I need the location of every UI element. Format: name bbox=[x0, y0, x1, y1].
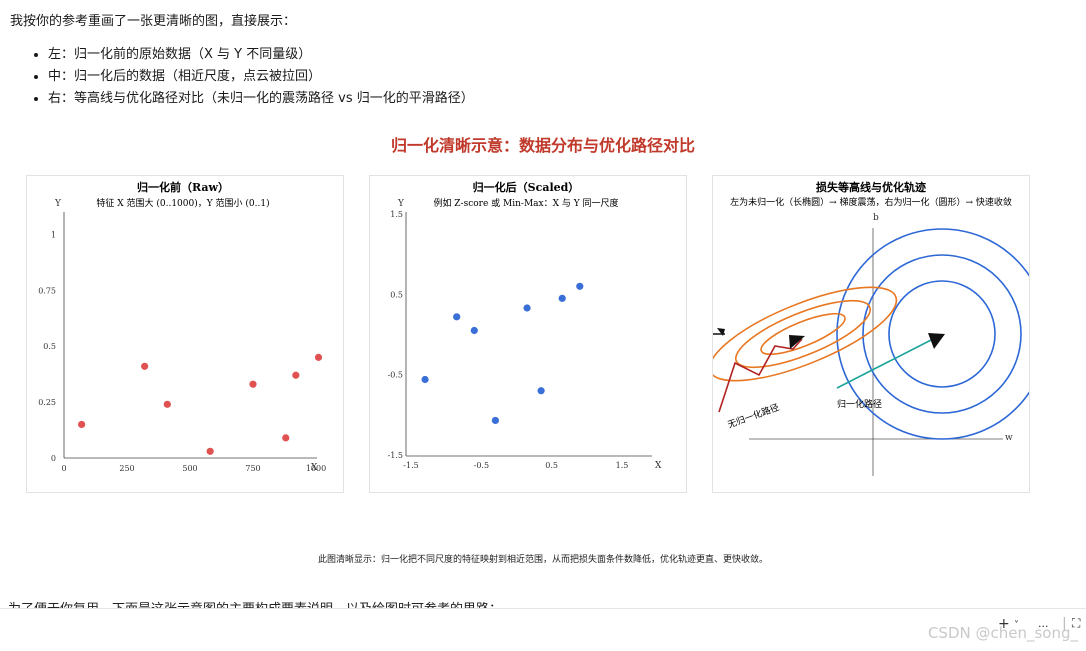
panel-contour: 损失等高线与优化轨迹 左为未归一化（长椭圆）→ 梯度震荡，右为归一化（圆形）→ … bbox=[712, 175, 1030, 493]
scatter-point bbox=[453, 313, 461, 321]
bullet-list: 左：归一化前的原始数据（X 与 Y 不同量级） 中：归一化后的数据（相近尺度，点… bbox=[28, 44, 474, 110]
scatter-point bbox=[576, 282, 584, 290]
circle-contour-middle bbox=[862, 254, 1022, 414]
y-tick-label: 0.25 bbox=[38, 398, 56, 407]
y-tick-label: 0.5 bbox=[390, 290, 403, 299]
intro-text: 我按你的参考重画了一张更清晰的图，直接展示： bbox=[10, 14, 297, 29]
y-tick-label: 0.75 bbox=[38, 286, 56, 295]
scatter-point bbox=[206, 447, 214, 455]
y-tick-label: 1.5 bbox=[390, 210, 403, 219]
chart-title: 归一化后（Scaled） bbox=[473, 180, 580, 194]
w-axis-label: w bbox=[1005, 433, 1013, 443]
bullet-middle: 中：归一化后的数据（相近尺度，点云被拉回） bbox=[48, 66, 474, 88]
y-axis-label: Y bbox=[54, 199, 62, 209]
bullet-right: 右：等高线与优化路径对比（未归一化的震荡路径 vs 归一化的平滑路径） bbox=[48, 88, 474, 110]
toolbar-divider: | bbox=[1062, 616, 1067, 632]
zigzag-path bbox=[718, 338, 803, 413]
smooth-arrowhead bbox=[928, 333, 945, 349]
chart-subtitle: 例如 Z-score 或 Min-Max：X 与 Y 同一尺度 bbox=[433, 197, 618, 209]
scaled-scatter-chart: 归一化后（Scaled） 例如 Z-score 或 Min-Max：X 与 Y … bbox=[388, 180, 662, 471]
y-tick-label: -1.5 bbox=[388, 451, 403, 460]
x-axis-label: X bbox=[655, 461, 662, 471]
chevron-down-icon[interactable]: ˅ bbox=[1014, 620, 1019, 631]
ellipse-contour-outer bbox=[713, 286, 898, 382]
start-arrowhead bbox=[717, 328, 725, 336]
zigzag-arrowhead bbox=[789, 335, 805, 349]
scatter-point bbox=[78, 420, 86, 429]
x-tick-label: -1.5 bbox=[403, 461, 418, 470]
circle-contour-outer bbox=[836, 228, 1029, 440]
scatter-point bbox=[163, 400, 171, 408]
more-options-icon[interactable]: ··· bbox=[1038, 620, 1049, 633]
ellipse-contour-middle bbox=[734, 299, 872, 369]
raw-scatter-chart: 归一化前（Raw） 特征 X 范围大 (0..1000)，Y 范围小 (0..1… bbox=[38, 180, 326, 473]
chart-title: 损失等高线与优化轨迹 bbox=[816, 180, 926, 194]
smooth-path bbox=[836, 337, 936, 389]
scatter-point bbox=[491, 416, 499, 425]
figure-caption: 此图清晰显示：归一化把不同尺度的特征映射到相近范围，从而把损失面条件数降低，优化… bbox=[317, 555, 768, 565]
scatter-point bbox=[141, 362, 149, 370]
scatter-point bbox=[470, 326, 478, 335]
scatter-point bbox=[314, 353, 323, 361]
scatter-point bbox=[282, 434, 290, 442]
contour-diagram: 损失等高线与优化轨迹 左为未归一化（长椭圆）→ 梯度震荡，右为归一化（圆形）→ … bbox=[713, 180, 1029, 476]
y-tick-label: 1 bbox=[51, 230, 56, 239]
circle-contour-inner bbox=[888, 280, 996, 388]
scatter-point bbox=[558, 294, 566, 302]
scatter-point bbox=[249, 380, 257, 388]
x-tick-label: 0 bbox=[61, 464, 66, 473]
b-axis-label: b bbox=[873, 213, 879, 223]
x-tick-label: 1.5 bbox=[616, 461, 629, 470]
x-tick-label: 250 bbox=[119, 464, 134, 473]
cut-off-paragraph: 为了便于你复用，下面是这张示意图的主要构成要素说明，以及绘图时可参考的思路： bbox=[8, 599, 502, 608]
y-axis-label: Y bbox=[397, 199, 405, 209]
x-tick-label: -0.5 bbox=[474, 461, 489, 470]
x-axis-label: X bbox=[311, 463, 318, 473]
bullet-left: 左：归一化前的原始数据（X 与 Y 不同量级） bbox=[48, 44, 474, 66]
y-tick-label: 0.5 bbox=[43, 342, 56, 351]
watermark: CSDN @chen_song_ bbox=[927, 624, 1078, 642]
panel-scaled: 归一化后（Scaled） 例如 Z-score 或 Min-Max：X 与 Y … bbox=[369, 175, 687, 493]
x-tick-label: 1000 bbox=[306, 464, 326, 473]
chart-subtitle: 特征 X 范围大 (0..1000)，Y 范围小 (0..1) bbox=[96, 197, 269, 209]
x-tick-label: 0.5 bbox=[545, 461, 558, 470]
x-tick-label: 500 bbox=[182, 464, 197, 473]
scatter-point bbox=[421, 375, 429, 384]
y-tick-label: 0 bbox=[51, 454, 56, 463]
expand-icon[interactable]: ⛶ bbox=[1072, 616, 1081, 630]
ellipse-contour-inner bbox=[760, 313, 846, 355]
smooth-path-label: 归一化路径 bbox=[837, 398, 882, 410]
bottom-toolbar bbox=[0, 608, 1086, 651]
figure-title: 归一化清晰示意：数据分布与优化路径对比 bbox=[390, 136, 695, 155]
x-tick-label: 750 bbox=[245, 464, 260, 473]
panel-raw: 归一化前（Raw） 特征 X 范围大 (0..1000)，Y 范围小 (0..1… bbox=[26, 175, 344, 493]
add-button[interactable]: + bbox=[998, 616, 1010, 632]
scatter-point bbox=[292, 371, 300, 379]
zigzag-path-label: 无归一化路径 bbox=[726, 401, 781, 431]
chart-title: 归一化前（Raw） bbox=[137, 180, 229, 194]
scatter-point bbox=[537, 387, 545, 395]
y-tick-label: -0.5 bbox=[388, 371, 403, 380]
chart-subtitle: 左为未归一化（长椭圆）→ 梯度震荡，右为归一化（圆形）→ 快速收敛 bbox=[730, 196, 1012, 208]
scatter-point bbox=[523, 304, 531, 312]
